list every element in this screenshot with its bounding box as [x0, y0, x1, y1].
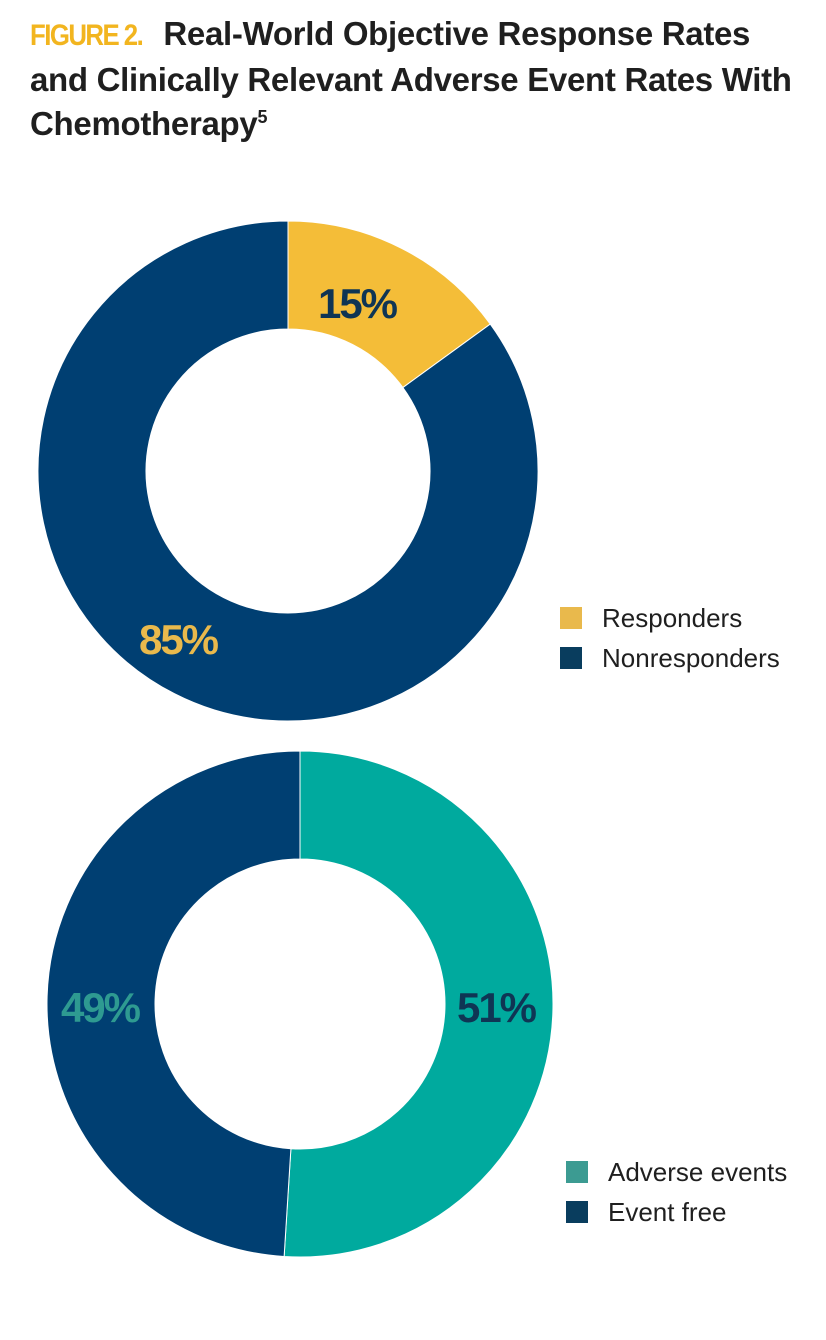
legend-swatch-responders	[560, 607, 582, 629]
legend-swatch-event-free	[566, 1201, 588, 1223]
donut-chart-response: 15% 85%	[37, 220, 539, 722]
slice-label-adverse-events: 51%	[457, 984, 537, 1031]
slice-event-free	[46, 750, 301, 1258]
figure-title: FIGURE 2. Real-World Objective Response …	[30, 12, 800, 146]
slice-nonresponders	[37, 220, 539, 722]
legend-adverse-events: Adverse events Event free	[566, 1152, 787, 1232]
slice-adverse-events	[283, 750, 554, 1258]
legend-swatch-adverse-events	[566, 1161, 588, 1183]
legend-label-adverse-events: Adverse events	[608, 1156, 788, 1187]
legend-label-responders: Responders	[602, 602, 743, 633]
legend-swatch-nonresponders	[560, 647, 582, 669]
figure-title-text: Real-World Objective Response Rates and …	[30, 15, 792, 142]
legend-response: Responders Nonresponders	[560, 598, 780, 678]
legend-label-event-free: Event free	[608, 1196, 727, 1227]
legend-item-event-free: Event free	[566, 1192, 787, 1232]
legend-item-adverse-events: Adverse events	[566, 1152, 787, 1192]
legend-item-responders: Responders	[560, 598, 780, 638]
slice-label-responders: 15%	[318, 280, 398, 327]
legend-label-nonresponders: Nonresponders	[602, 642, 780, 673]
legend-item-nonresponders: Nonresponders	[560, 638, 780, 678]
figure-label: FIGURE 2.	[30, 19, 144, 52]
slice-label-event-free: 49%	[61, 984, 141, 1031]
figure-title-reference: 5	[257, 107, 268, 127]
donut-chart-adverse-events: 51% 49%	[46, 750, 554, 1258]
slice-label-nonresponders: 85%	[139, 616, 219, 663]
